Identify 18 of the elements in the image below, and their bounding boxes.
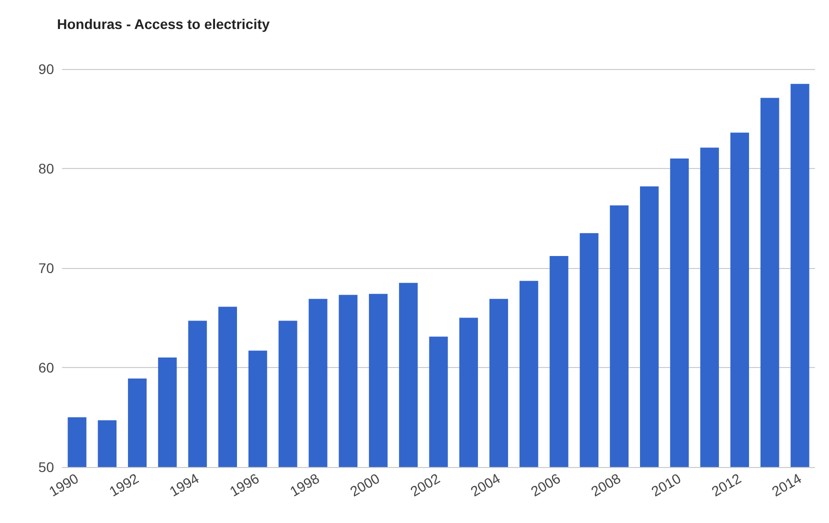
x-tick-label: 1994 xyxy=(166,470,202,500)
x-tick-label: 2014 xyxy=(768,470,804,500)
x-tick-label: 2008 xyxy=(588,470,624,500)
x-tick-label: 1998 xyxy=(287,470,322,500)
x-tick-label: 2004 xyxy=(468,470,503,500)
chart-title: Honduras - Access to electricity xyxy=(57,16,270,32)
x-tick-label: 2006 xyxy=(528,470,564,500)
x-tick-label: 2002 xyxy=(408,470,443,500)
x-tick-label: 1996 xyxy=(226,470,262,500)
x-tick-label: 2010 xyxy=(648,470,684,500)
x-tick-label: 1992 xyxy=(106,470,142,500)
x-tick-label: 2000 xyxy=(347,470,382,500)
x-tick-label: 2012 xyxy=(708,470,744,500)
y-tick-label: 50 xyxy=(38,459,54,475)
y-tick-label: 70 xyxy=(38,260,54,276)
y-tick-label: 80 xyxy=(38,160,54,176)
y-tick-label: 90 xyxy=(38,61,54,77)
y-tick-label: 60 xyxy=(38,360,54,376)
